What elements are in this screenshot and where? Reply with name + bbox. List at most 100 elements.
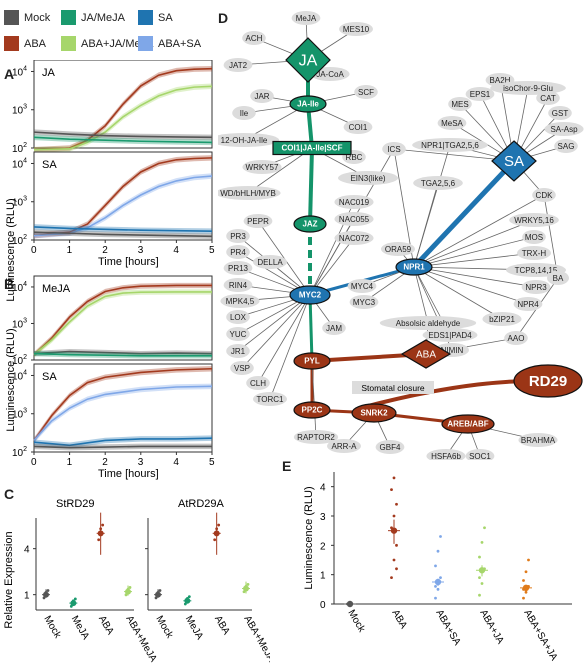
gene-node: ICS: [382, 142, 406, 156]
series-line: [33, 226, 213, 232]
series-band: [34, 289, 212, 358]
gene-node: DELLA: [253, 255, 287, 269]
gene-node-shape: [223, 261, 253, 275]
gene-node-label: CDK: [536, 191, 554, 200]
gene-node-label: MPK4,5: [226, 297, 255, 306]
y-tick-label: 104: [12, 157, 27, 170]
series-line: [33, 367, 213, 441]
gene-node-label: PR3: [230, 232, 246, 241]
x-tick-label: 0: [31, 457, 37, 468]
panel-label-b: B: [4, 276, 15, 292]
y-tick-label: 4: [24, 545, 30, 556]
gene-node-shape: [413, 176, 463, 190]
gene-node-label: JAM: [326, 324, 342, 333]
gene-node-shape: [334, 195, 374, 209]
gene-node-shape: [334, 212, 374, 226]
gene-node-label: HSFA6b: [431, 452, 461, 460]
gene-node-label: EDS1|PAD4: [428, 331, 472, 340]
gene-node-label: NPR4: [517, 300, 539, 309]
series-line: [33, 231, 213, 238]
y-tick-label: 102: [12, 446, 27, 459]
gene-node-shape: [532, 188, 556, 202]
rd29-hub: RD29: [513, 364, 583, 398]
gene-node: bZIP21: [482, 312, 522, 326]
gene-node-shape: [521, 280, 551, 294]
gene-node-label: JA-CoA: [316, 70, 344, 79]
gene-node: JAM: [322, 321, 346, 335]
pyl-node: PYL: [293, 352, 331, 370]
gene-node-label: Absolsic aldehyde: [396, 319, 461, 328]
gene-node-label: BA2H: [490, 76, 511, 85]
panel-label-c: C: [4, 486, 15, 502]
subplot-title: SA: [42, 159, 57, 171]
series-line: [33, 131, 213, 139]
snrk2-node: SNRK2: [351, 403, 397, 423]
legend-label: ABA: [24, 37, 47, 50]
gene-node-label: PR4: [230, 248, 246, 257]
ja-hub-label: JA: [299, 52, 318, 69]
mean-dot: [97, 530, 104, 537]
myc2-node: MYC2: [289, 285, 331, 305]
gene-node-label: NAC055: [339, 215, 370, 224]
series-line: [33, 284, 212, 356]
areb-abf-node-shape: [441, 414, 495, 434]
gene-node-shape: [334, 231, 374, 245]
legend-swatch: [4, 10, 19, 25]
aba-hub: ABA: [400, 339, 452, 369]
gene-node-label: RAPTOR2: [297, 433, 335, 442]
replicate-dot: [527, 558, 530, 562]
gene-node-label: YUC: [230, 330, 247, 339]
replicate-dot: [101, 523, 105, 527]
gene-node-label: CLH: [250, 379, 266, 388]
plot-frame: [33, 363, 213, 453]
gene-node-label: JAT2: [229, 61, 248, 70]
gene-node-label: WD/bHLH/MYB: [220, 189, 276, 198]
network-edge: [413, 144, 451, 268]
gene-node: SAG: [554, 139, 578, 153]
mean-dot: [390, 527, 398, 534]
luminescence-dot-chart: 0 1 2 3 4 Luminescence (RLU) Mock ABA ABA+SA ABA+…: [303, 472, 572, 663]
gene-node-shape: [422, 328, 478, 342]
sa-hub-label: SA: [504, 153, 524, 170]
gene-node-label: TGA2,5,6: [421, 179, 456, 188]
gene-node-label: bZIP21: [489, 315, 515, 324]
gene-node: NPR4: [513, 297, 543, 311]
network-nodes: MeJA MES10 ACH JAT2 JA-CoA JAR Ile SCF COI1 12-OH…: [218, 11, 584, 460]
gene-node: TGA2,5,6: [413, 176, 463, 190]
y-tick-label: 104: [12, 65, 27, 78]
y-tick-label: 3: [320, 512, 326, 523]
category-label: ABA+SA: [433, 608, 462, 648]
series-line: [33, 175, 213, 237]
gene-node-label: AAO: [508, 334, 525, 343]
gene-node-label: LOX: [230, 313, 247, 322]
network-edge: [413, 266, 429, 324]
plot-frame: [33, 151, 213, 241]
gene-node: NAC019: [334, 195, 374, 209]
gene-node-label: MeJA: [296, 14, 317, 23]
replicate-dot: [395, 567, 398, 571]
gene-node-shape: [226, 344, 250, 358]
gene-node-shape: [223, 278, 253, 292]
replicate-dot: [395, 502, 398, 506]
gene-node: WRKY5,16: [509, 213, 559, 227]
gene-node: EDS1|PAD4: [422, 328, 478, 342]
mean-dot: [70, 600, 77, 607]
legend-item: SA: [138, 10, 173, 25]
gene-node-shape: [349, 295, 379, 309]
subplot-title: StRD29: [56, 498, 95, 510]
gene-node-label: RBC: [346, 153, 363, 162]
pyl-node-shape: [293, 352, 331, 370]
gene-node-shape: [343, 120, 373, 134]
gene-node-shape: [253, 255, 287, 269]
replicate-dot: [478, 593, 481, 597]
x-tick-label: 3: [138, 245, 144, 256]
legend-item: ABA+JA/MeJA: [61, 36, 153, 51]
gene-node: CLH: [246, 376, 270, 390]
panel-label-e: E: [282, 458, 292, 474]
gene-node-shape: [437, 116, 467, 130]
gene-node-label: COI1: [349, 123, 368, 132]
gene-node: ORA59: [381, 242, 415, 256]
coi1-complex-node-shape: [272, 140, 352, 156]
gene-node-shape: [482, 312, 522, 326]
ja-hub: JA: [285, 37, 331, 83]
